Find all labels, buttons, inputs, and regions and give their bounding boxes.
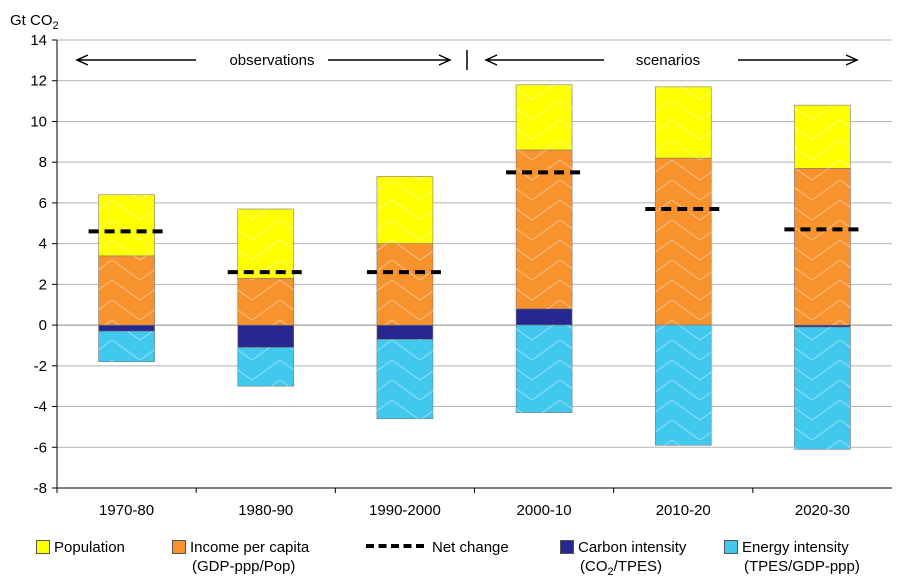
bar-carbon-intensity-1990-2000 [376, 324, 434, 340]
scenarios-arrowhead-left [484, 54, 498, 66]
x-tick-label: 1970-80 [99, 502, 154, 519]
bar-carbon-intensity-2020-30 [794, 324, 851, 328]
net-change-markers [88, 170, 861, 275]
income-swatch [172, 540, 186, 554]
bar-population-2000-10-texture [516, 84, 573, 150]
y-tick-label: -4 [34, 399, 47, 416]
period-annotations: observations scenarios [75, 50, 859, 70]
bar-energy-intensity-2020-30-texture [794, 327, 851, 450]
y-tick-label: 10 [30, 113, 47, 130]
y-tick-label: 6 [39, 195, 47, 212]
y-tick-label: 2 [39, 276, 47, 293]
energy-swatch [724, 540, 738, 554]
scenarios-label: scenarios [636, 52, 700, 69]
bar-income-per-capita-2010-20-texture [655, 158, 712, 326]
y-tick-label: -2 [34, 358, 47, 375]
carbon-swatch [560, 540, 574, 554]
bar-population-1970-80-texture [98, 194, 155, 256]
net-change-swatch [366, 544, 424, 548]
bar-income-per-capita-1980-90-texture [237, 278, 294, 326]
axes: 14 12 10 8 6 4 2 0 -2 -4 -6 -8 1970-80 1980-90 1990-20… [30, 32, 892, 519]
emissions-decomposition-chart: 14 12 10 8 6 4 2 0 -2 -4 -6 -8 1970-80 1980-90 1990-20… [10, 12, 892, 519]
legend-label-net-change: Net change [432, 539, 509, 556]
bar-energy-intensity-2000-10-texture [516, 325, 573, 413]
bar-carbon-intensity-1970-80 [98, 324, 155, 332]
legend-label-carbon: Carbon intensity [578, 539, 687, 556]
bar-energy-intensity-1980-90-texture [237, 347, 294, 387]
bar-income-per-capita-2000-10-texture [516, 149, 573, 309]
bar-carbon-intensity-1980-90 [237, 324, 295, 348]
population-swatch [36, 540, 50, 554]
legend-sublabel-income: (GDP-ppp/Pop) [192, 558, 296, 575]
y-tick-label: -6 [34, 439, 47, 456]
y-tick-label: 8 [39, 154, 47, 171]
y-tick-label: -8 [34, 480, 47, 497]
x-tick-label: 2010-20 [656, 502, 711, 519]
bar-population-1990-2000-texture [376, 176, 433, 244]
observations-arrowhead-right [438, 54, 452, 66]
legend-item-energy: Energy intensity (TPES/GDP-ppp) [724, 538, 860, 576]
y-tick-label: 14 [30, 32, 47, 49]
y-axis-label: Gt CO2 [10, 12, 59, 32]
bar-income-per-capita-2020-30-texture [794, 168, 851, 326]
legend-item-carbon: Carbon intensity (CO2/TPES) [560, 538, 686, 578]
legend-label-income: Income per capita [190, 539, 310, 556]
scenarios-arrowhead-right [845, 54, 859, 66]
observations-label: observations [229, 52, 314, 69]
bar-energy-intensity-1990-2000-texture [376, 339, 433, 419]
y-tick-label: 0 [39, 317, 47, 334]
legend-item-net-change: Net change [366, 538, 509, 557]
legend-item-income: Income per capita (GDP-ppp/Pop) [172, 538, 309, 576]
legend-sublabel-energy: (TPES/GDP-ppp) [744, 558, 860, 575]
bar-income-per-capita-1990-2000-texture [376, 243, 433, 326]
x-tick-label: 2020-30 [795, 502, 850, 519]
bar-population-1980-90-texture [237, 209, 294, 279]
bar-energy-intensity-2010-20-texture [655, 325, 712, 446]
y-tick-label: 4 [39, 236, 47, 253]
bars [98, 84, 851, 450]
legend-sublabel-carbon: (CO2/TPES) [580, 558, 662, 578]
legend: Population Income per capita (GDP-ppp/Po… [0, 538, 908, 584]
bar-income-per-capita-1970-80-texture [98, 255, 155, 326]
legend-label-energy: Energy intensity [742, 539, 849, 556]
x-tick-label: 2000-10 [517, 502, 572, 519]
bar-energy-intensity-1970-80-texture [98, 331, 155, 362]
bar-population-2020-30-texture [794, 105, 851, 169]
x-tick-label: 1980-90 [238, 502, 293, 519]
gridlines [57, 39, 892, 489]
bar-carbon-intensity-2000-10 [515, 308, 573, 326]
legend-item-population: Population [36, 538, 125, 557]
y-tick-label: 12 [30, 73, 47, 90]
x-tick-label: 1990-2000 [369, 502, 441, 519]
bar-population-2010-20-texture [655, 86, 712, 159]
observations-arrowhead-left [75, 54, 89, 66]
legend-label-population: Population [54, 539, 125, 556]
